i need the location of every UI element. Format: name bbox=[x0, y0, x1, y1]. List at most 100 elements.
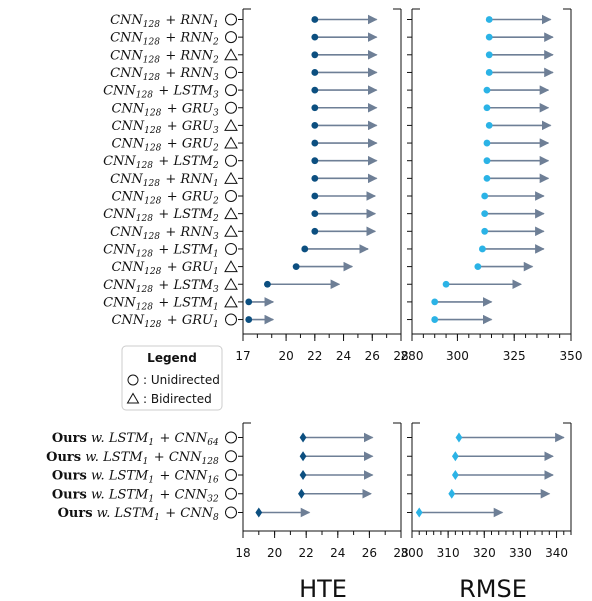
start-point bbox=[299, 451, 307, 462]
start-point bbox=[483, 174, 491, 182]
rmse-panel: 280 300 325 350 bbox=[401, 8, 583, 363]
x-tick-label: 350 bbox=[560, 349, 583, 363]
unidirected-marker-icon bbox=[225, 154, 237, 167]
unidirected-marker-icon bbox=[225, 431, 237, 444]
unidirected-marker-icon bbox=[225, 450, 237, 463]
x-tick-label: 310 bbox=[437, 546, 460, 560]
start-point bbox=[311, 122, 319, 129]
row-label: CNN128 + LSTM3 bbox=[103, 84, 220, 101]
start-point bbox=[255, 507, 263, 518]
start-point bbox=[483, 86, 491, 94]
bidirected-marker-icon bbox=[224, 277, 238, 290]
x-tick-label: 340 bbox=[545, 546, 568, 560]
start-point bbox=[483, 104, 491, 112]
x-tick-label: 20 bbox=[278, 349, 293, 363]
start-point bbox=[311, 139, 319, 147]
legend-triangle-icon bbox=[126, 392, 140, 404]
x-tick-label: 330 bbox=[509, 546, 532, 560]
row-label: Ours w. LSTM1 + CNN8 bbox=[58, 506, 220, 523]
start-point bbox=[311, 174, 319, 182]
row-label: CNN128 + RNN3 bbox=[110, 225, 220, 242]
start-point bbox=[485, 122, 493, 129]
unidirected-marker-icon bbox=[225, 469, 237, 481]
row-label: Ours w. LSTM1 + CNN16 bbox=[52, 469, 220, 486]
start-point bbox=[311, 69, 319, 76]
x-tick-label: 280 bbox=[401, 349, 424, 363]
start-point bbox=[483, 157, 491, 165]
start-point bbox=[311, 104, 319, 112]
start-point bbox=[451, 470, 459, 480]
start-point bbox=[474, 263, 482, 270]
start-point bbox=[448, 488, 456, 499]
start-point bbox=[311, 157, 319, 165]
row-label: CNN128 + GRU2 bbox=[111, 190, 220, 207]
legend-entry-unidirected: : Unidirected bbox=[143, 373, 220, 387]
legend-entry-bidirected: : Bidirected bbox=[143, 392, 212, 406]
row-labels: CNN128 + RNN1 CNN128 + RNN2 CNN128 + RNN… bbox=[46, 13, 238, 523]
unidirected-marker-icon bbox=[225, 506, 237, 519]
x-title-hte: HTE bbox=[299, 575, 347, 601]
row-label: Ours w. LSTM1 + CNN128 bbox=[46, 450, 220, 467]
row-label: CNN128 + GRU1 bbox=[111, 313, 220, 330]
unidirected-marker-icon bbox=[225, 487, 237, 500]
x-tick-label: 320 bbox=[473, 546, 496, 560]
x-tick-label: 18 bbox=[235, 546, 250, 560]
start-point bbox=[481, 210, 489, 218]
start-point bbox=[311, 86, 319, 94]
start-point bbox=[301, 245, 309, 253]
x-tick-label: 325 bbox=[503, 349, 526, 363]
x-tick-label: 24 bbox=[330, 546, 345, 560]
legend-circle-icon bbox=[127, 374, 139, 386]
start-point bbox=[299, 432, 307, 443]
x-tick-label: 28 bbox=[393, 546, 408, 560]
row-label: CNN128 + RNN2 bbox=[110, 48, 220, 65]
bidirected-marker-icon bbox=[224, 295, 238, 308]
legend: Legend : Unidirected : Bidirected bbox=[121, 345, 223, 411]
start-point bbox=[264, 280, 271, 288]
unidirected-marker-icon bbox=[225, 13, 237, 26]
x-tick-label: 24 bbox=[336, 349, 351, 363]
bidirected-marker-icon bbox=[224, 48, 238, 61]
start-point bbox=[311, 51, 319, 59]
unidirected-marker-icon bbox=[225, 66, 237, 79]
row-label: CNN128 + GRU1 bbox=[111, 260, 220, 277]
start-point bbox=[442, 280, 450, 288]
start-point bbox=[311, 33, 319, 41]
row-label: CNN128 + RNN1 bbox=[110, 13, 220, 30]
rmse-panel: 300 310 320 330 340 bbox=[401, 422, 572, 560]
row-label: CNN128 + GRU2 bbox=[111, 137, 220, 154]
x-title-rmse: RMSE bbox=[459, 575, 527, 601]
x-tick-label: 22 bbox=[307, 349, 322, 363]
row-label: CNN128 + LSTM2 bbox=[103, 154, 220, 171]
bidirected-marker-icon bbox=[224, 207, 238, 220]
start-point bbox=[451, 451, 459, 462]
x-tick-label: 26 bbox=[365, 349, 380, 363]
unidirected-marker-icon bbox=[225, 84, 237, 97]
bidirected-marker-icon bbox=[224, 224, 238, 237]
unidirected-marker-icon bbox=[225, 190, 237, 202]
start-point bbox=[311, 16, 319, 23]
row-label: CNN128 + LSTM3 bbox=[103, 278, 220, 295]
unidirected-marker-icon bbox=[225, 313, 237, 326]
row-label: Ours w. LSTM1 + CNN64 bbox=[52, 431, 220, 448]
start-point bbox=[299, 470, 307, 480]
unidirected-marker-icon bbox=[225, 242, 237, 255]
start-point bbox=[455, 432, 463, 443]
start-point bbox=[481, 227, 489, 235]
legend-frame bbox=[121, 345, 223, 411]
x-tick-label: 22 bbox=[299, 546, 314, 560]
start-point bbox=[485, 16, 493, 23]
row-label: CNN128 + GRU3 bbox=[111, 119, 220, 136]
row-label: CNN128 + RNN1 bbox=[110, 172, 220, 189]
start-point bbox=[479, 245, 486, 253]
hte-panel: 17 20 22 24 26 28 bbox=[235, 8, 409, 363]
unidirected-marker-icon bbox=[225, 31, 237, 44]
x-tick-label: 300 bbox=[446, 349, 469, 363]
bidirected-marker-icon bbox=[224, 118, 238, 131]
start-point bbox=[292, 263, 300, 270]
hte-panel: 18 20 22 24 26 28 bbox=[235, 422, 409, 560]
row-label: CNN128 + LSTM1 bbox=[103, 242, 220, 259]
row-label: Ours w. LSTM1 + CNN32 bbox=[52, 487, 220, 504]
